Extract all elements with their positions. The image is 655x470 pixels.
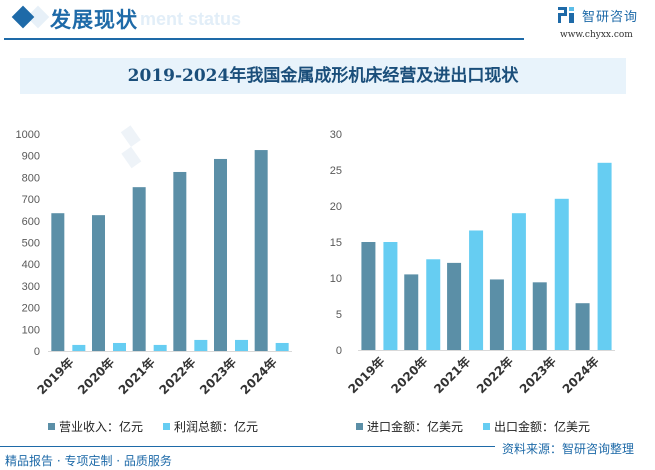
y-tick-label: 100 [22, 324, 40, 336]
legend-right: 进口金额：亿美元 出口金额：亿美元 [356, 418, 590, 435]
legend-swatch-revenue [48, 423, 55, 430]
brand-url: www.chyxx.com [560, 30, 633, 40]
x-tick-label: 2020年 [388, 354, 431, 397]
bar-profit [275, 342, 289, 351]
y-tick-label: 1000 [16, 129, 40, 141]
x-tick-label: 2023年 [516, 354, 559, 397]
bar-export [554, 198, 569, 350]
y-tick-label: 200 [22, 303, 40, 315]
bar-revenue [214, 158, 227, 351]
bar-export [597, 162, 612, 350]
y-tick-label: 0 [336, 345, 342, 357]
y-tick-label: 30 [330, 129, 342, 141]
bar-revenue [254, 150, 268, 351]
x-tick-label: 2019年 [345, 354, 388, 397]
legend-label-profit: 利润总额：亿元 [174, 420, 259, 434]
legend-label-export: 出口金额：亿美元 [494, 420, 591, 434]
bar-revenue [51, 213, 65, 351]
bar-revenue [92, 215, 105, 351]
bar-import [532, 282, 547, 350]
bar-export [469, 230, 484, 350]
legend-label-import: 进口金额：亿美元 [367, 420, 464, 434]
section-title: 发展现状 [50, 7, 138, 32]
bar-profit [153, 344, 167, 351]
chart-main-title: 2019-2024年我国金属成形机床经营及进出口现状 [127, 66, 519, 86]
bar-import [361, 242, 376, 350]
legend-swatch-import [356, 423, 363, 430]
chart-title-band: 2019-2024年我国金属成形机床经营及进出口现状 [20, 58, 626, 94]
import-export-chart: 0 5 10 15 20 25 30 2019年 2020年 2021年 2022年 2023年 202… [330, 129, 615, 397]
y-tick-label: 300 [22, 281, 40, 293]
x-tick-label: 2022年 [473, 354, 516, 397]
x-tick-label: 2024年 [559, 354, 602, 397]
bar-export [426, 259, 441, 350]
bar-profit [194, 339, 208, 351]
header-ghost-text: ment status [140, 9, 242, 29]
x-tick-label: 2019年 [34, 355, 77, 398]
y-tick-label: 700 [22, 194, 40, 206]
revenue-profit-chart: 010020030040050060070080090010002019年202… [16, 129, 292, 398]
bar-import [447, 262, 462, 350]
footer-slogan: 精品报告 · 专项定制 · 品质服务 [5, 454, 172, 468]
bar-import [489, 279, 504, 350]
bar-revenue [173, 171, 187, 351]
bar-profit [113, 342, 126, 351]
y-tick-label: 900 [22, 151, 40, 163]
y-tick-label: 15 [330, 237, 342, 249]
y-tick-label: 400 [22, 259, 40, 271]
x-tick-label: 2022年 [156, 355, 199, 398]
bar-import [575, 303, 590, 350]
header-divider [4, 38, 524, 40]
footer-divider [0, 446, 495, 447]
x-tick-label: 2020年 [74, 355, 117, 398]
y-tick-label: 25 [330, 165, 342, 177]
bar-profit [235, 339, 248, 351]
y-tick-label: 600 [22, 216, 40, 228]
y-tick-label: 20 [330, 201, 342, 213]
legend-swatch-export [483, 423, 491, 430]
x-tick-label: 2024年 [237, 355, 280, 398]
x-tick-label: 2021年 [115, 355, 158, 398]
data-source: 资料来源：智研咨询整理 [502, 442, 635, 456]
x-tick-label: 2021年 [430, 354, 473, 397]
y-tick-label: 10 [330, 273, 342, 285]
y-tick-label: 5 [336, 309, 342, 321]
brand-name: 智研咨询 [582, 10, 639, 25]
bar-revenue [132, 187, 146, 351]
bar-export [383, 242, 398, 350]
y-tick-label: 500 [22, 238, 40, 250]
section-header: ment status 发展现状 智研咨询 www.chyxx.com [0, 0, 655, 45]
y-tick-label: 0 [34, 346, 40, 358]
legend-left: 营业收入：亿元 利润总额：亿元 [48, 418, 258, 435]
x-tick-label: 2023年 [196, 355, 239, 398]
diamond-icon [11, 5, 35, 29]
legend-label-revenue: 营业收入：亿元 [59, 420, 144, 434]
bar-profit [72, 344, 86, 351]
brand-logo-icon [558, 7, 574, 23]
bar-export [511, 213, 526, 350]
legend-swatch-profit [163, 423, 171, 430]
y-tick-label: 800 [22, 172, 40, 184]
bar-import [404, 274, 419, 350]
